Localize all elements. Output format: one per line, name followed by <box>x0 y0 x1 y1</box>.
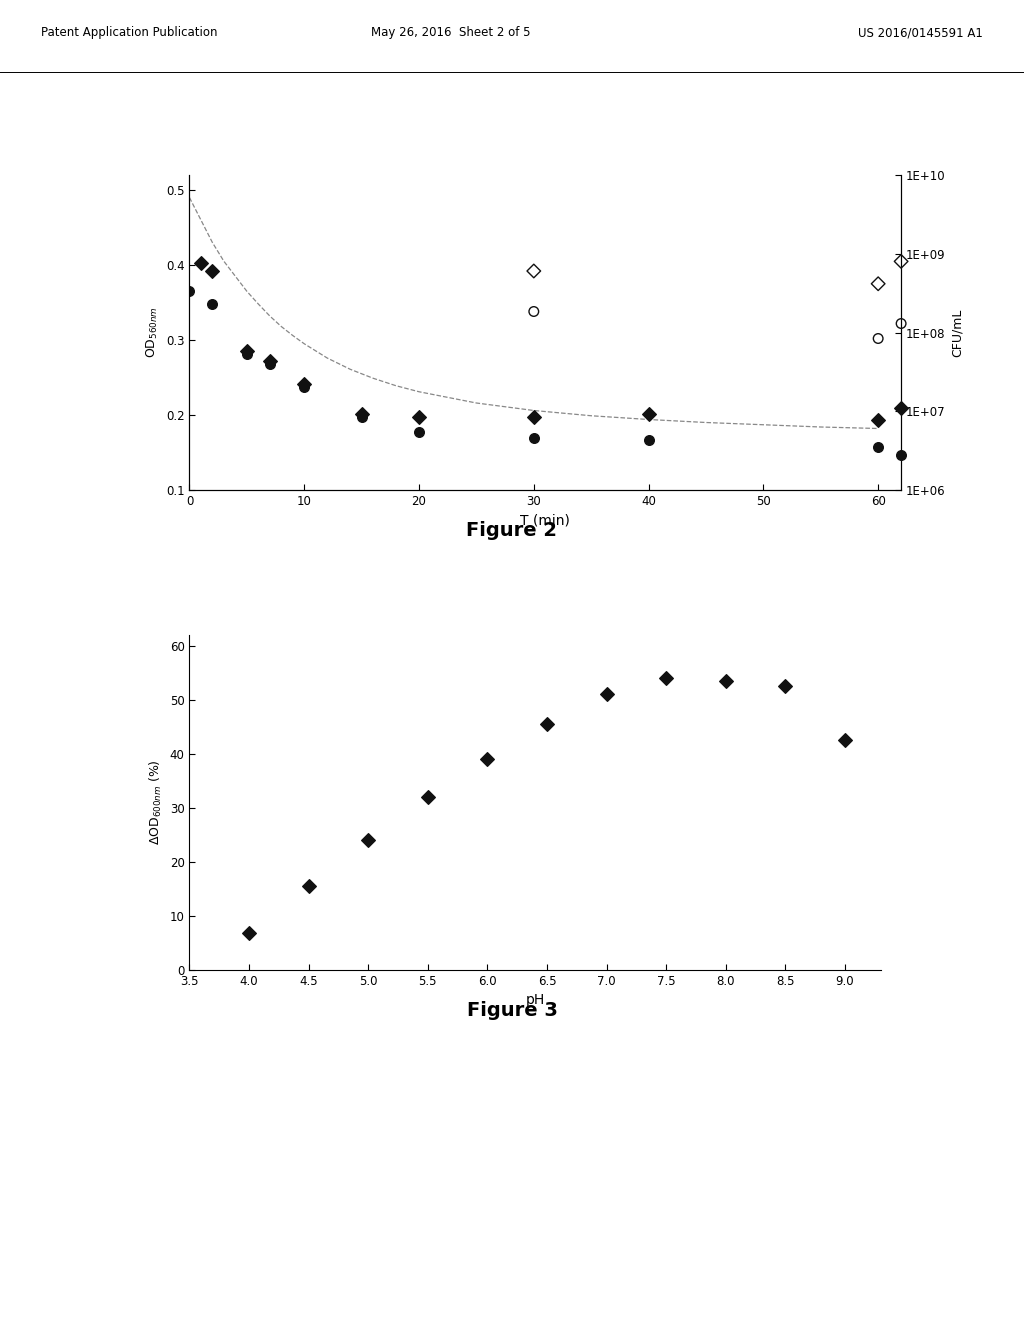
Y-axis label: CFU/mL: CFU/mL <box>951 309 965 356</box>
Point <box>411 407 427 428</box>
Point <box>261 350 278 371</box>
Point <box>893 251 909 272</box>
Point <box>193 252 209 273</box>
Point <box>296 374 312 395</box>
Text: Figure 3: Figure 3 <box>467 1001 557 1019</box>
Point <box>777 676 794 697</box>
Point <box>870 327 887 348</box>
Y-axis label: OD$_{560nm}$: OD$_{560nm}$ <box>145 306 161 358</box>
X-axis label: T (min): T (min) <box>520 513 570 528</box>
Point <box>353 407 370 428</box>
Point <box>479 748 496 770</box>
Point <box>640 403 656 424</box>
Point <box>241 923 257 944</box>
Point <box>360 830 377 851</box>
Point <box>525 407 542 428</box>
Point <box>870 437 887 458</box>
Point <box>525 301 542 322</box>
Point <box>204 293 220 314</box>
Point <box>893 397 909 418</box>
Point <box>239 341 255 362</box>
Text: Figure 2: Figure 2 <box>467 520 557 540</box>
Point <box>658 668 675 689</box>
Point <box>525 426 542 447</box>
Point <box>296 376 312 397</box>
Point <box>893 313 909 334</box>
X-axis label: pH: pH <box>525 994 545 1007</box>
Point <box>525 260 542 281</box>
Y-axis label: ΔOD$_{600nm}$ (%): ΔOD$_{600nm}$ (%) <box>148 759 164 845</box>
Point <box>640 429 656 450</box>
Point <box>870 409 887 430</box>
Point <box>598 684 614 705</box>
Point <box>420 787 436 808</box>
Point <box>239 343 255 364</box>
Point <box>181 281 198 302</box>
Text: US 2016/0145591 A1: US 2016/0145591 A1 <box>858 26 983 40</box>
Point <box>411 421 427 442</box>
Point <box>300 875 316 896</box>
Point <box>837 730 853 751</box>
Text: May 26, 2016  Sheet 2 of 5: May 26, 2016 Sheet 2 of 5 <box>371 26 530 40</box>
Point <box>539 714 555 735</box>
Point <box>870 273 887 294</box>
Point <box>718 671 734 692</box>
Point <box>261 354 278 375</box>
Point <box>353 403 370 424</box>
Point <box>893 445 909 466</box>
Text: Patent Application Publication: Patent Application Publication <box>41 26 217 40</box>
Point <box>204 260 220 281</box>
